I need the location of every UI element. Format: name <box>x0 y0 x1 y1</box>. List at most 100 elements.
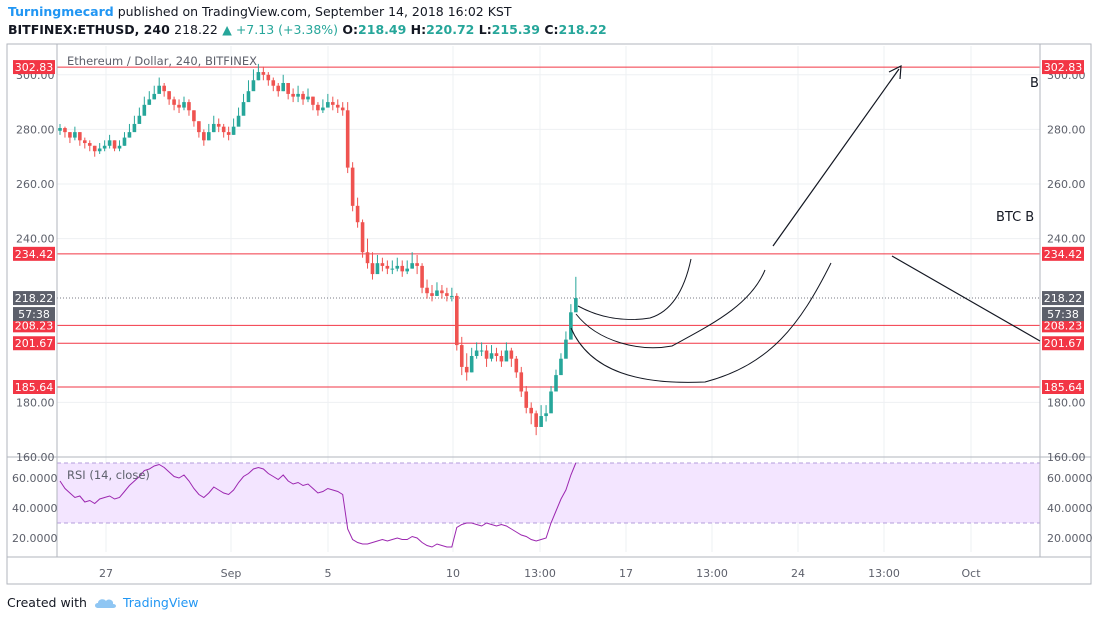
symbol-header: BITFINEX:ETHUSD, 240 218.22 ▲ +7.13 (+3.… <box>8 22 607 37</box>
candle-body <box>340 107 345 111</box>
candle-body <box>549 391 553 414</box>
price-tick-label-right: 160.00 <box>1047 451 1086 464</box>
candle-body <box>152 93 157 100</box>
level-tag-right <box>1042 336 1084 351</box>
last-price-tag-right-text: 218.22 <box>1044 292 1083 305</box>
candle-body <box>157 85 161 94</box>
candle-body <box>529 407 533 414</box>
candle-body <box>311 96 315 105</box>
price-tags: 302.83 302.83 234.42 234.42 208.23 208.23 201.… <box>13 60 1084 395</box>
candle-body <box>464 366 469 373</box>
candle-body <box>425 287 429 294</box>
candle-body <box>410 263 414 269</box>
projection-curve-2 <box>575 269 766 349</box>
candle-body <box>162 85 166 92</box>
candle-body <box>326 102 330 108</box>
o-label: O: <box>342 22 359 37</box>
publish-header: Turningmecard published on TradingView.c… <box>8 4 511 19</box>
countdown-tag <box>13 307 55 322</box>
price-tick-label-left: 240.00 <box>16 233 55 246</box>
price-tick-label-right: 240.00 <box>1047 233 1086 246</box>
author-link[interactable]: Turningmecard <box>8 4 114 19</box>
candle-body <box>202 132 206 141</box>
countdown-text: 57:38 <box>1047 308 1079 321</box>
candle-body <box>172 99 176 105</box>
level-tag-left-text: 208.23 <box>15 319 54 332</box>
level-tag-left-text: 234.42 <box>15 248 54 261</box>
candle-body <box>509 350 514 359</box>
candle-body <box>68 132 72 138</box>
candle-body <box>524 391 529 408</box>
candle-body <box>459 345 464 367</box>
projection-curve-3 <box>570 262 832 383</box>
candle-body <box>504 350 509 362</box>
candle-body <box>370 263 375 275</box>
candle-body <box>365 252 370 264</box>
candle-body <box>301 93 305 100</box>
candle-body <box>182 102 186 108</box>
candle-body <box>455 295 459 346</box>
level-tag-right-text: 201.67 <box>1044 337 1083 350</box>
candle-body <box>226 132 231 135</box>
countdown-text: 57:38 <box>18 308 50 321</box>
candle-body <box>574 298 578 313</box>
candle-body <box>375 263 380 275</box>
price-tick-label-left: 160.00 <box>16 451 55 464</box>
time-tick-label: 17 <box>619 567 633 580</box>
candle-body <box>112 140 117 149</box>
level-tag-left <box>13 60 55 75</box>
h-label: H: <box>410 22 427 37</box>
tradingview-cloud-icon <box>94 598 116 608</box>
candle-body <box>385 265 390 269</box>
rsi-tick-label-right: 40.0000 <box>1047 502 1093 515</box>
candle-body <box>87 143 92 146</box>
candle-body <box>400 265 405 272</box>
last-price: 218.22 <box>174 22 218 37</box>
candle-body <box>73 132 77 138</box>
candle-body <box>335 104 340 108</box>
candle-body <box>231 126 236 135</box>
candle-body <box>266 74 271 81</box>
candle-body <box>241 102 246 116</box>
candle-body <box>187 102 191 111</box>
level-tag-left-text: 185.64 <box>15 381 54 394</box>
candle-body <box>192 110 196 122</box>
tradingview-link[interactable]: TradingView <box>122 595 199 610</box>
candle-body <box>355 205 360 223</box>
l-label: L: <box>478 22 492 37</box>
rsi-tick-label-right: 20.0000 <box>1047 532 1093 545</box>
candle-body <box>564 339 568 359</box>
rsi-tick-label-left: 40.0000 <box>12 502 58 515</box>
c-label: C: <box>544 22 559 37</box>
candle-body <box>207 132 211 141</box>
footer: Created with TradingView <box>7 595 199 610</box>
candle-body <box>286 82 290 94</box>
drawings <box>570 64 1041 383</box>
rsi-tick-label-left: 60.0000 <box>12 472 58 485</box>
candle-body <box>569 312 573 340</box>
candle-body <box>261 72 266 75</box>
time-tick-label: Sep <box>221 567 242 580</box>
candle-body <box>137 115 142 124</box>
candle-body <box>350 167 355 206</box>
candle-body <box>554 375 558 392</box>
time-tick-label: 24 <box>791 567 805 580</box>
countdown-tag <box>1042 307 1084 322</box>
symbol-line: BITFINEX:ETHUSD, 240 <box>8 22 170 37</box>
candle-body <box>147 99 152 105</box>
candle-body <box>534 413 538 427</box>
projection-curve-1 <box>577 258 692 320</box>
candle-body <box>544 413 548 417</box>
projection-arrow-up <box>772 68 900 247</box>
price-tick-label-right: 180.00 <box>1047 396 1086 409</box>
time-tick-label: 13:00 <box>868 567 900 580</box>
candle-body <box>306 96 310 100</box>
candle-body <box>281 82 285 92</box>
candle-body <box>494 353 499 356</box>
level-tag-right-text: 185.64 <box>1044 381 1083 394</box>
candle-body <box>291 93 295 97</box>
price-tick-label-right: 260.00 <box>1047 178 1086 191</box>
horizontal-levels <box>57 66 1040 388</box>
candle-body <box>83 140 87 144</box>
